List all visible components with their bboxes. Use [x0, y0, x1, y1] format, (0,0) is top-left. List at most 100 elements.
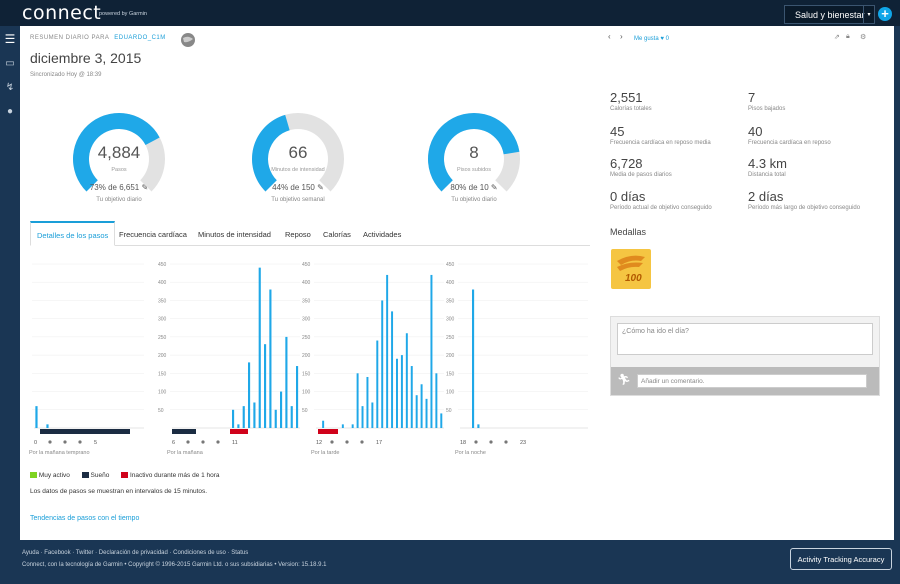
stat-avg-steps: 6,728 Media de pasos diarios — [610, 156, 672, 178]
steps-goal[interactable]: 73% de 6,651 ✎ — [64, 183, 174, 192]
stat-label: Media de pasos diarios — [610, 172, 672, 178]
donut-progress — [251, 114, 290, 192]
footer-links[interactable]: Ayuda · Facebook · Twitter · Declaración… — [22, 550, 249, 556]
step-bar — [237, 424, 240, 428]
floors-goal-label: Tu objetivo diario — [451, 197, 497, 203]
tab-heart-rate[interactable]: Frecuencia cardíaca — [119, 230, 187, 239]
stat-label: Frecuencia cardíaca en reposo — [748, 140, 831, 146]
tick-dot — [201, 440, 205, 444]
stat-calories: 2,551 Calorías totales — [610, 90, 652, 112]
tick-dot — [489, 440, 493, 444]
x-tick-label: 12 — [316, 440, 322, 446]
share-icon[interactable]: ⇗ — [834, 34, 840, 41]
next-arrow-icon[interactable]: › — [620, 32, 623, 41]
stat-value: 2,551 — [610, 90, 643, 105]
menu-icon[interactable]: ☰ — [4, 32, 16, 46]
tab-rest[interactable]: Reposo — [285, 230, 311, 239]
floors-sub: Pisos subidos — [457, 167, 491, 173]
activity-tracking-accuracy-button[interactable]: Activity Tracking Accuracy — [790, 548, 892, 570]
tick-dot — [474, 440, 478, 444]
step-bar — [430, 274, 433, 428]
tab-activities[interactable]: Actividades — [363, 230, 402, 239]
medals-title: Medallas — [610, 227, 647, 237]
summary-label-text: RESUMEN DIARIO PARA — [30, 35, 110, 41]
y-tick-label: 200 — [158, 353, 167, 359]
day-comment-input[interactable]: ¿Cómo ha ido el día? — [617, 323, 873, 355]
y-tick-label: 300 — [302, 317, 311, 323]
step-bar — [435, 373, 438, 428]
y-tick-label: 400 — [158, 280, 167, 286]
y-tick-label: 350 — [302, 298, 311, 304]
sleep-bar — [172, 429, 196, 434]
stat-label: Calorías totales — [610, 106, 652, 112]
tab-steps[interactable]: Detalles de los pasos — [30, 221, 116, 246]
intensity-goal[interactable]: 44% de 150 ✎ — [243, 183, 353, 192]
y-tick-label: 100 — [302, 390, 311, 396]
x-tick-label: 0 — [34, 440, 37, 446]
gear-icon[interactable]: ⚙ — [860, 34, 867, 41]
inbox-icon[interactable]: ▭ — [5, 58, 15, 69]
prev-arrow-icon[interactable]: ‹ — [608, 32, 611, 41]
x-tick-label: 17 — [376, 440, 382, 446]
pencil-icon[interactable]: ✎ — [141, 183, 149, 192]
globe-icon[interactable] — [180, 32, 196, 48]
connections-icon[interactable]: ↯ — [5, 82, 15, 93]
top-bar: connect powered by Garmin Salud y bienes… — [0, 0, 900, 26]
stat-value: 0 días — [610, 189, 646, 204]
stat-value: 2 días — [748, 189, 784, 204]
steps-sub: Pasos — [111, 167, 127, 173]
step-bar — [405, 333, 408, 428]
stat-label: Frecuencia cardíaca en reposo media — [610, 140, 711, 146]
step-bar — [232, 409, 235, 428]
user-icon[interactable]: ● — [6, 106, 14, 117]
comment-box: ¿Cómo ha ido el día? 🏃︎ Añadir un coment… — [610, 316, 880, 396]
add-comment-input[interactable]: Añadir un comentario. — [637, 374, 867, 388]
connect-logo[interactable]: connect — [22, 2, 102, 24]
y-tick-label: 350 — [446, 298, 455, 304]
pencil-icon[interactable]: ✎ — [490, 183, 498, 192]
like-count: 0 — [665, 36, 669, 42]
legend-label: Inactivo durante más de 1 hora — [129, 472, 220, 479]
dashboard-select[interactable]: Salud y bienestar ▾ — [784, 5, 875, 24]
y-tick-label: 450 — [446, 262, 455, 268]
like-button[interactable]: Me gusta ♥ 0 — [634, 36, 669, 42]
like-label: Me gusta — [634, 36, 659, 42]
y-tick-label: 150 — [302, 371, 311, 377]
step-bar — [296, 366, 299, 428]
stat-value: 7 — [748, 90, 756, 105]
step-bar — [356, 373, 359, 428]
step-bar — [322, 420, 325, 428]
step-bar — [415, 395, 418, 428]
floors-goal[interactable]: 80% de 10 ✎ — [419, 183, 529, 192]
sleep-bar — [40, 429, 130, 434]
lock-icon[interactable]: 🔒︎ — [846, 33, 850, 40]
tick-dot — [186, 440, 190, 444]
intensity-goal-label: Tu objetivo semanal — [271, 197, 325, 203]
tick-dot — [48, 440, 52, 444]
dashboard-select-label: Salud y bienestar — [795, 10, 865, 20]
floors-value: 8 — [469, 143, 479, 162]
tab-intensity[interactable]: Minutos de intensidad — [198, 230, 271, 239]
trend-link[interactable]: Tendencias de pasos con el tiempo — [30, 515, 140, 522]
username-link[interactable]: EDUARDO_C1M — [114, 35, 166, 41]
step-bar — [248, 362, 251, 428]
step-bar — [290, 406, 293, 428]
y-tick-label: 100 — [158, 390, 167, 396]
step-bar — [274, 409, 277, 428]
add-button[interactable]: + — [878, 7, 892, 21]
tab-calories[interactable]: Calorías — [323, 230, 351, 239]
stat-label: Distancia total — [748, 172, 786, 178]
medal-badge[interactable]: 100 — [611, 249, 651, 289]
step-bar — [410, 366, 413, 428]
step-bar — [386, 274, 389, 428]
legend-label: Sueño — [90, 472, 110, 479]
stat-value: 45 — [610, 124, 625, 139]
stat-distance: 4.3 km Distancia total — [748, 156, 787, 178]
x-tick-label: 18 — [460, 440, 466, 446]
step-bar — [440, 413, 443, 428]
panel-title: Por la mañana — [167, 450, 204, 456]
medal-badge-label: 100 — [625, 273, 642, 284]
pencil-icon[interactable]: ✎ — [317, 183, 324, 192]
y-tick-label: 150 — [446, 371, 455, 377]
step-bar — [280, 391, 283, 428]
